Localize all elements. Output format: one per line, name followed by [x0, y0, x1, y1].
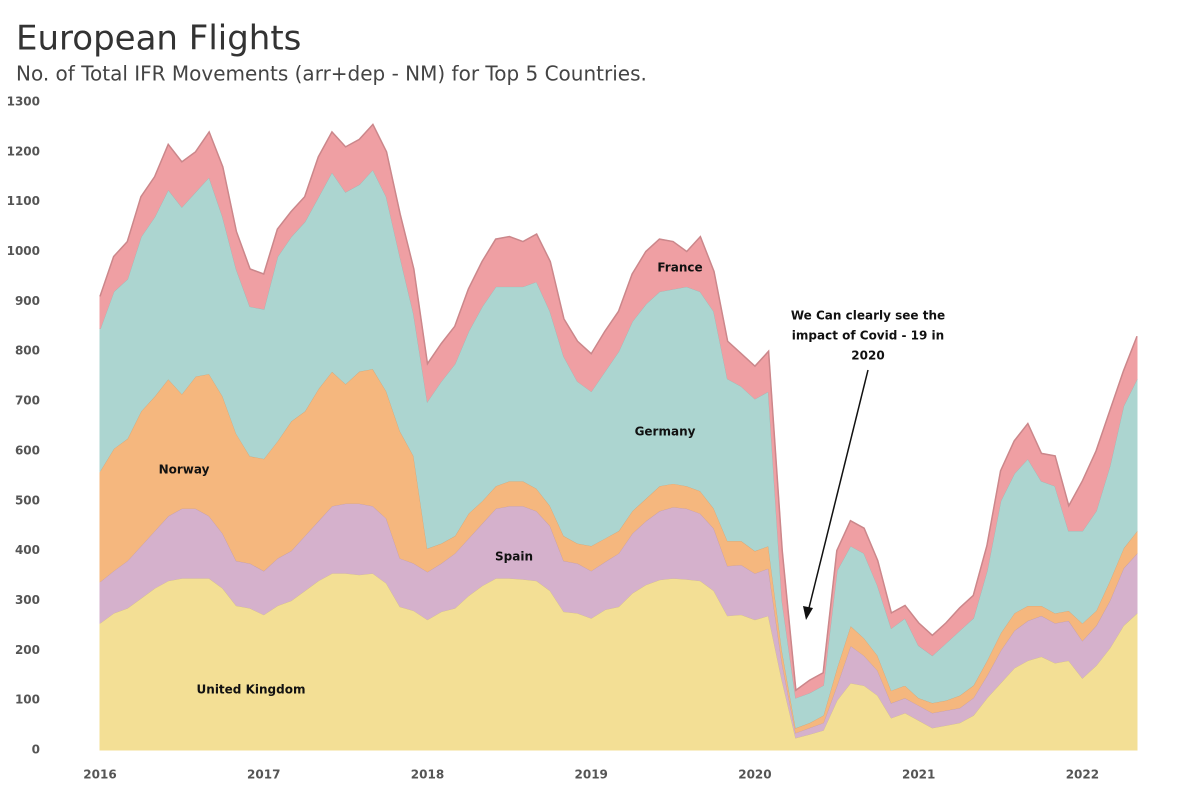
y-tick-label: 1300	[7, 95, 40, 109]
y-tick-label: 0	[32, 743, 40, 757]
y-tick-label: 300	[15, 593, 40, 607]
x-tick-label: 2018	[411, 768, 444, 782]
area-edge	[99, 123, 1138, 692]
y-tick-label: 1000	[7, 244, 40, 258]
y-tick-label: 500	[15, 493, 40, 507]
y-tick-label: 1100	[7, 194, 40, 208]
series-label: United Kingdom	[197, 683, 306, 697]
x-tick-label: 2019	[575, 768, 608, 782]
series-label: Norway	[159, 463, 210, 477]
x-tick-label: 2021	[902, 768, 935, 782]
chart-title: European Flights	[16, 19, 301, 59]
series-label: Germany	[635, 425, 696, 439]
series-label: Spain	[495, 550, 533, 564]
y-tick-label: 400	[15, 543, 40, 557]
series-label: France	[657, 261, 702, 275]
annotation-text: 2020	[851, 349, 884, 363]
annotation-text: We Can clearly see the	[791, 309, 945, 323]
x-tick-label: 2017	[247, 768, 280, 782]
x-tick-label: 2022	[1066, 768, 1099, 782]
y-tick-label: 700	[15, 394, 40, 408]
annotation-arrow	[807, 369, 869, 613]
chart-subtitle: No. of Total IFR Movements (arr+dep - NM…	[16, 62, 647, 86]
x-tick-label: 2020	[738, 768, 771, 782]
annotation-arrowhead	[803, 606, 813, 620]
x-tick-label: 2016	[83, 768, 116, 782]
y-tick-label: 600	[15, 443, 40, 457]
y-tick-label: 900	[15, 294, 40, 308]
y-tick-label: 800	[15, 344, 40, 358]
annotation-text: impact of Covid - 19 in	[792, 329, 944, 343]
y-tick-label: 200	[15, 643, 40, 657]
y-tick-label: 1200	[7, 144, 40, 158]
plot-area	[99, 123, 1138, 751]
y-tick-label: 100	[15, 693, 40, 707]
